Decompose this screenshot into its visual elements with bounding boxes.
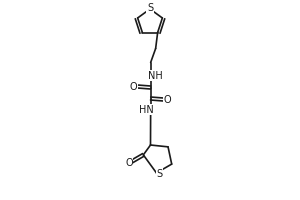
Text: HN: HN — [139, 105, 154, 115]
Text: O: O — [125, 158, 133, 168]
Text: S: S — [147, 3, 153, 13]
Text: S: S — [156, 169, 163, 179]
Text: NH: NH — [148, 71, 163, 81]
Text: O: O — [164, 95, 172, 105]
Text: O: O — [130, 82, 137, 92]
